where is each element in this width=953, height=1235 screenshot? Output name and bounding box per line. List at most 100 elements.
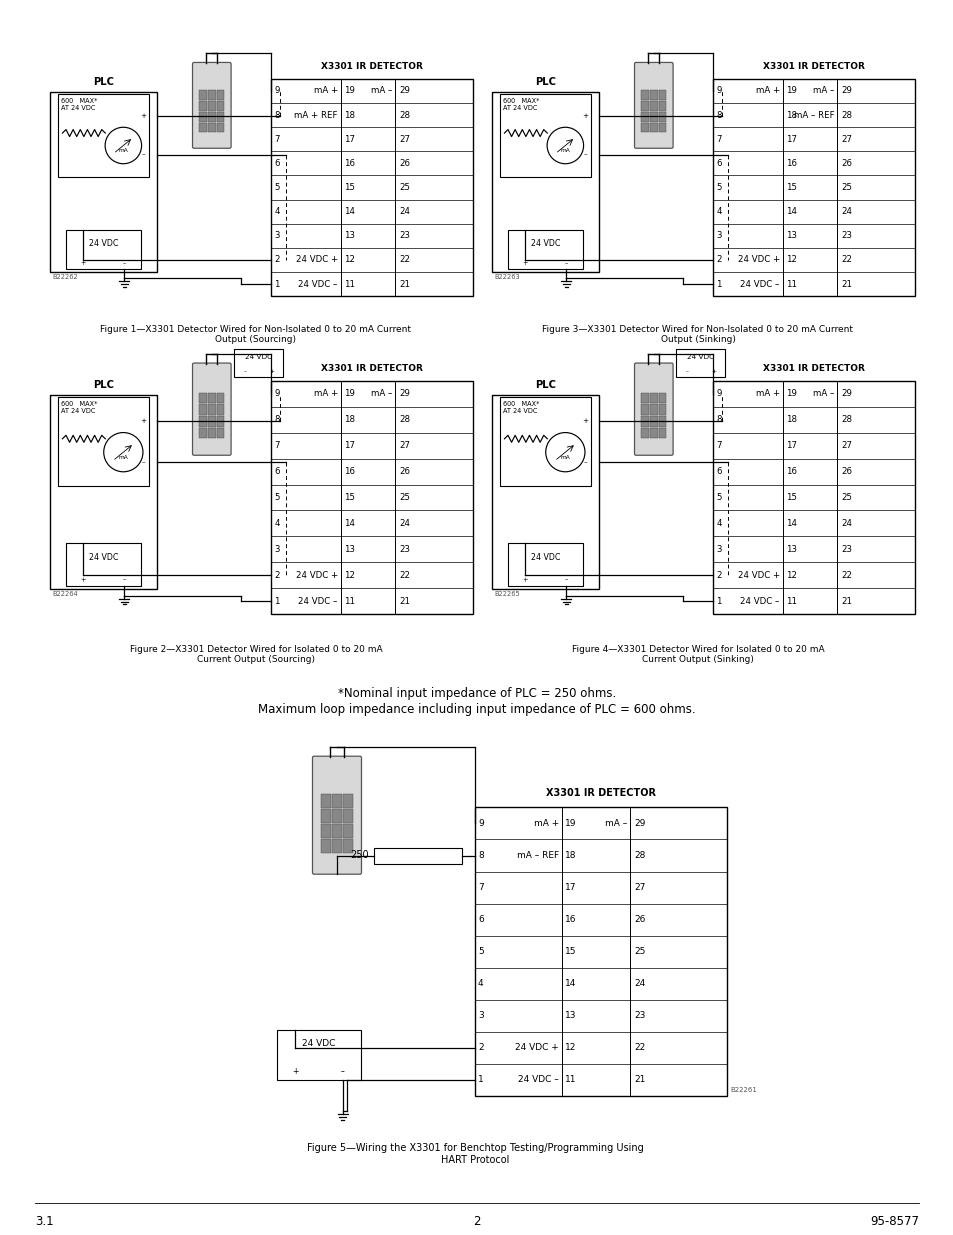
Text: 24 VDC –: 24 VDC – [517,1076,558,1084]
Text: 17: 17 [343,135,355,143]
Text: B22264: B22264 [52,590,78,597]
Text: 4: 4 [716,207,721,216]
Bar [208,112,215,121]
Text: 19: 19 [343,86,355,95]
Text: 28: 28 [634,851,644,860]
FancyBboxPatch shape [634,363,673,456]
Text: 21: 21 [398,279,410,289]
Text: 25: 25 [398,493,410,501]
Text: 24 VDC –: 24 VDC – [740,279,779,289]
Text: 2: 2 [716,256,721,264]
Text: 18: 18 [343,111,355,120]
Text: X3301 IR DETECTOR: X3301 IR DETECTOR [762,62,864,70]
Text: mA: mA [118,147,128,153]
Text: 7: 7 [274,441,279,450]
Text: PLC: PLC [535,77,556,88]
Text: 8: 8 [477,851,483,860]
Bar [208,101,215,111]
Text: 28: 28 [841,415,851,424]
Text: mA: mA [118,454,128,459]
Text: 29: 29 [841,389,851,398]
Text: mA +: mA + [314,389,337,398]
Text: 22: 22 [841,571,851,580]
Text: 24 VDC +: 24 VDC + [295,256,337,264]
Bar [640,90,648,100]
Text: –: – [243,369,246,374]
Bar [208,427,215,438]
Bar [208,90,215,100]
Text: 24 VDC –: 24 VDC – [298,279,337,289]
Bar [216,112,224,121]
Text: 23: 23 [634,1011,644,1020]
Text: 15: 15 [785,183,796,191]
Text: 600   MAX*: 600 MAX* [503,98,539,104]
Text: 2: 2 [274,571,279,580]
Text: –: – [123,261,126,267]
Bar [640,416,648,426]
Text: –: – [340,1067,344,1077]
Bar [343,824,353,837]
Text: 13: 13 [785,231,796,241]
Text: PLC: PLC [92,380,114,390]
Bar [272,79,472,296]
Bar [640,404,648,415]
Text: 14: 14 [343,207,355,216]
Text: AT 24 VDC: AT 24 VDC [503,408,537,414]
Text: 1: 1 [716,279,721,289]
Text: 26: 26 [841,467,851,475]
Text: 7: 7 [716,441,721,450]
Text: 27: 27 [841,135,851,143]
Bar [508,230,582,269]
Text: 8: 8 [716,415,721,424]
Text: –: – [142,152,145,158]
Text: Figure 5—Wiring the X3301 for Benchtop Testing/Programming Using
HART Protocol: Figure 5—Wiring the X3301 for Benchtop T… [306,1144,642,1165]
Text: B22263: B22263 [494,274,519,280]
Bar [658,416,665,426]
Bar [208,122,215,132]
Text: 15: 15 [343,183,355,191]
Text: 28: 28 [398,111,410,120]
Bar [216,416,224,426]
Text: 24 VDC +: 24 VDC + [737,256,779,264]
Text: 27: 27 [634,883,644,892]
Bar [640,393,648,404]
Bar [208,393,215,404]
Text: –: – [564,261,567,267]
Text: X3301 IR DETECTOR: X3301 IR DETECTOR [545,788,656,798]
Text: 24 VDC: 24 VDC [302,1040,335,1049]
Text: 13: 13 [564,1011,576,1020]
Text: B22265: B22265 [494,590,519,597]
Text: 1: 1 [274,279,279,289]
Text: 600   MAX*: 600 MAX* [503,401,539,406]
Text: 18: 18 [785,111,796,120]
Text: 11: 11 [564,1076,576,1084]
Text: 8: 8 [274,415,279,424]
Bar [508,543,582,585]
Text: 24: 24 [841,519,851,529]
Text: 5: 5 [274,493,279,501]
Text: mA –: mA – [812,389,833,398]
Bar [332,794,342,808]
Text: 7: 7 [477,883,483,892]
Bar [332,839,342,852]
Bar [649,101,657,111]
Bar [658,112,665,121]
Text: 29: 29 [841,86,851,95]
Text: 23: 23 [841,545,851,555]
Text: +: + [292,1067,298,1077]
Text: –: – [583,152,587,158]
Text: 600   MAX*: 600 MAX* [61,98,98,104]
Bar [343,794,353,808]
Text: 11: 11 [785,279,796,289]
Text: –: – [142,459,145,466]
Text: 24 VDC: 24 VDC [89,553,118,562]
Text: 18: 18 [343,415,355,424]
Text: 16: 16 [343,159,355,168]
Text: 27: 27 [398,135,410,143]
Text: 28: 28 [398,415,410,424]
Text: 250: 250 [350,851,369,861]
Bar [713,380,914,614]
Text: 2: 2 [716,571,721,580]
Text: 16: 16 [785,159,796,168]
Text: 3: 3 [274,545,279,555]
